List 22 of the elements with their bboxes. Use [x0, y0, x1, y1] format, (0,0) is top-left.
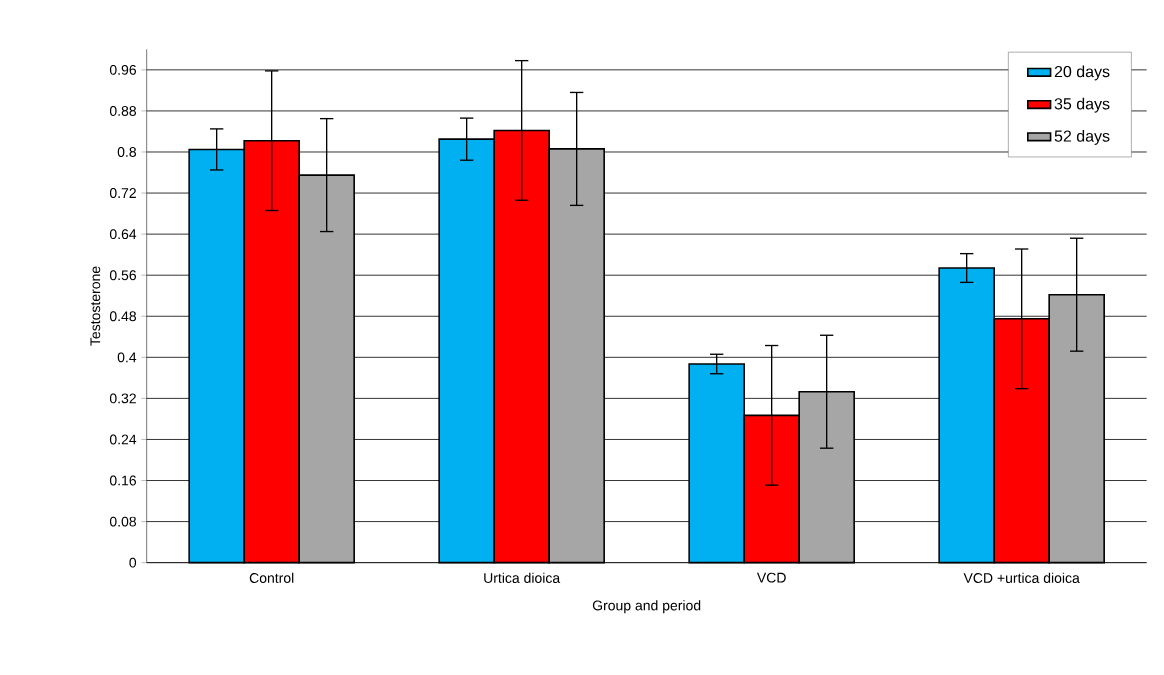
y-tick-label: 0	[129, 557, 137, 568]
x-tick-label: Urtica dioica	[484, 572, 561, 584]
y-tick-label: 0.08	[109, 516, 137, 527]
x-tick-label: VCD	[756, 572, 786, 583]
y-tick-label: 0.72	[109, 188, 136, 199]
x-tick-label: VCD +urtica dioica	[963, 572, 1080, 584]
x-axis-title: Group and period	[592, 600, 701, 614]
x-tick-label: Control	[249, 572, 294, 584]
y-tick-label: 0.16	[109, 475, 137, 486]
y-tick-label: 0.24	[109, 434, 137, 445]
y-tick-label: 0.48	[109, 311, 137, 322]
y-axis-title: Testosterone	[90, 266, 101, 346]
y-tick-label: 0.32	[109, 393, 136, 404]
legend-label: 52 days	[1054, 130, 1110, 146]
y-tick-label: 0.4	[117, 352, 137, 363]
y-tick-label: 0.64	[109, 229, 137, 240]
y-tick-label: 0.8	[117, 147, 137, 158]
legend-label: 35 days	[1054, 97, 1110, 113]
legend-label: 20 days	[1054, 65, 1110, 81]
y-tick-label: 0.56	[109, 270, 137, 281]
y-tick-label: 0.96	[109, 65, 137, 75]
y-tick-label: 0.88	[109, 106, 137, 117]
